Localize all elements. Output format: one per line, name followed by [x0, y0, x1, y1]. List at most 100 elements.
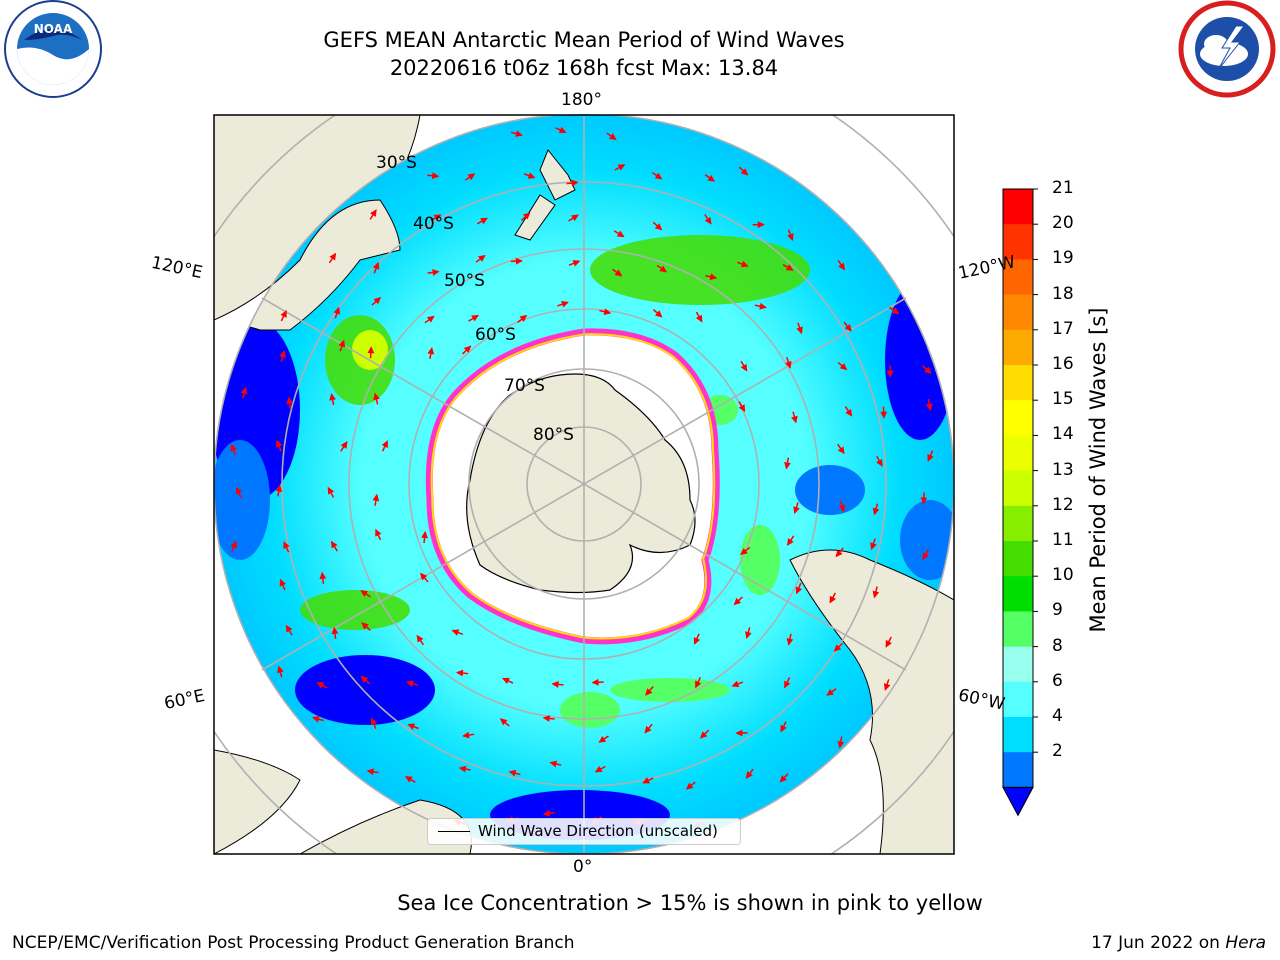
wind-wave-arrow-head [826, 688, 834, 696]
wind-wave-arrow-head [745, 631, 752, 639]
wind-wave-arrow-head [793, 506, 800, 515]
wind-wave-arrow-head [372, 493, 380, 502]
wind-wave-arrow-head [542, 809, 551, 817]
wind-wave-arrow-head [616, 230, 625, 238]
wind-wave-arrow-head [381, 440, 388, 449]
colorbar-segment [1003, 400, 1033, 436]
wind-wave-arrow-head [880, 411, 888, 419]
wind-wave-arrow-head [406, 680, 414, 687]
wind-wave-arrow-head [591, 678, 599, 686]
wind-wave-arrow-head [642, 777, 650, 784]
wind-wave-arrow-head [432, 269, 440, 276]
colorbar-tick-label: 14 [1052, 424, 1074, 445]
colorbar-tick-label: 13 [1052, 459, 1074, 480]
wind-wave-arrow-head [240, 386, 248, 395]
wind-wave-arrow-head [924, 366, 932, 374]
wind-wave-arrow-head [654, 310, 663, 318]
colorbar-segment [1003, 611, 1033, 648]
wind-wave-arrow-head [735, 729, 743, 737]
wind-wave-arrow-head [427, 346, 435, 355]
wind-wave-arrow-head [333, 306, 341, 315]
wind-wave-arrow-head [870, 542, 877, 551]
footer-date: 17 Jun 2022 on Hera [1091, 933, 1266, 953]
wind-wave-arrow-head [455, 669, 464, 677]
legend-line-sample [438, 831, 470, 832]
wind-wave-arrow-head [458, 765, 467, 773]
colorbar-segment [1003, 470, 1033, 507]
wind-wave-arrow-head [311, 715, 320, 723]
wind-wave-arrow-head [416, 634, 424, 643]
wind-wave-arrow-head [837, 741, 845, 749]
wind-wave-arrow-head [796, 326, 803, 335]
colorbar-extend-triangle [1002, 786, 1034, 817]
wind-wave-arrow-head [235, 486, 243, 495]
wind-wave-arrow-head [791, 415, 798, 424]
wind-wave-arrow-head [330, 540, 338, 549]
colorbar-tick-label: 19 [1052, 248, 1074, 269]
wind-wave-arrow-head [542, 715, 550, 722]
wind-wave-arrow-head [467, 173, 476, 181]
colorbar-segment [1003, 329, 1033, 366]
colorbar-tick-label: 10 [1052, 565, 1074, 586]
sea-ice-note: Sea Ice Concentration > 15% is shown in … [397, 891, 983, 915]
wind-wave-arrow-head [837, 446, 845, 455]
colorbar-tick-label: 9 [1052, 600, 1063, 621]
wind-wave-arrow-head [329, 252, 337, 261]
footer-host: Hera [1225, 933, 1266, 953]
wind-wave-arrow-head [551, 681, 559, 688]
wind-wave-arrow-head [786, 638, 794, 646]
wind-wave-arrow-head [740, 168, 749, 176]
wind-wave-arrow-head [338, 339, 346, 348]
wind-wave-arrow-head [785, 264, 794, 271]
lat-label-70s: 70°S [504, 376, 545, 396]
colorbar-segment [1003, 224, 1033, 260]
wind-wave-arrow-head [462, 731, 470, 739]
wind-wave-arrow-head [426, 315, 435, 323]
wind-wave-arrow-head [885, 639, 892, 648]
wind-wave-arrow-head [360, 590, 369, 597]
wind-wave-arrow-head [572, 260, 581, 267]
wind-wave-arrow-head [654, 223, 663, 231]
wind-wave-arrow-head [370, 209, 377, 217]
colorbar [1002, 188, 1038, 817]
wind-wave-arrow-head [327, 486, 335, 495]
wind-wave-arrow-head [779, 775, 787, 783]
colorbar-segment [1003, 681, 1033, 718]
wind-wave-arrow-head [508, 769, 517, 777]
wind-wave-arrow-head [925, 403, 933, 412]
wind-wave-arrow-head [549, 760, 558, 768]
wind-wave-arrow-head [699, 731, 708, 739]
colorbar-segment [1003, 505, 1033, 542]
wind-wave-arrow-head [707, 174, 716, 182]
wind-wave-arrow-head [709, 273, 718, 281]
wind-wave-arrow-head [838, 262, 846, 271]
colorbar-frame [1002, 188, 1034, 788]
wind-wave-arrow-head [833, 644, 842, 652]
lat-label-30s: 30°S [376, 153, 417, 173]
wind-wave-arrow-head [695, 314, 703, 323]
wind-wave-arrow-head [471, 314, 479, 322]
wind-wave-arrow-head [787, 233, 794, 242]
wind-wave-arrow-head [407, 723, 416, 730]
wind-wave-arrow-head [594, 765, 603, 773]
wind-wave-arrow-head [922, 552, 929, 561]
wind-wave-arrow-head [872, 590, 880, 599]
wind-wave-arrow-head [740, 547, 748, 555]
wind-wave-arrow-head [275, 439, 283, 448]
wind-wave-arrow-head [731, 680, 740, 688]
colorbar-tick-label: 2 [1052, 741, 1063, 762]
wind-wave-arrow-head [286, 396, 294, 405]
wind-wave-arrow-head [431, 172, 440, 180]
lon-label-180: 180° [561, 90, 602, 110]
wind-wave-arrow-head [280, 310, 287, 318]
wind-wave-arrow-head [740, 260, 749, 268]
colorbar-tick-label: 18 [1052, 283, 1074, 304]
wind-wave-arrow-head [283, 541, 290, 550]
wind-wave-arrow-head [360, 675, 369, 683]
svg-text:NOAA: NOAA [34, 22, 73, 36]
wind-wave-arrow-head [404, 776, 413, 783]
footer-credit: NCEP/EMC/Verification Post Processing Pr… [12, 933, 575, 953]
wind-wave-arrow-head [844, 324, 852, 332]
colorbar-tick-label: 12 [1052, 494, 1074, 515]
